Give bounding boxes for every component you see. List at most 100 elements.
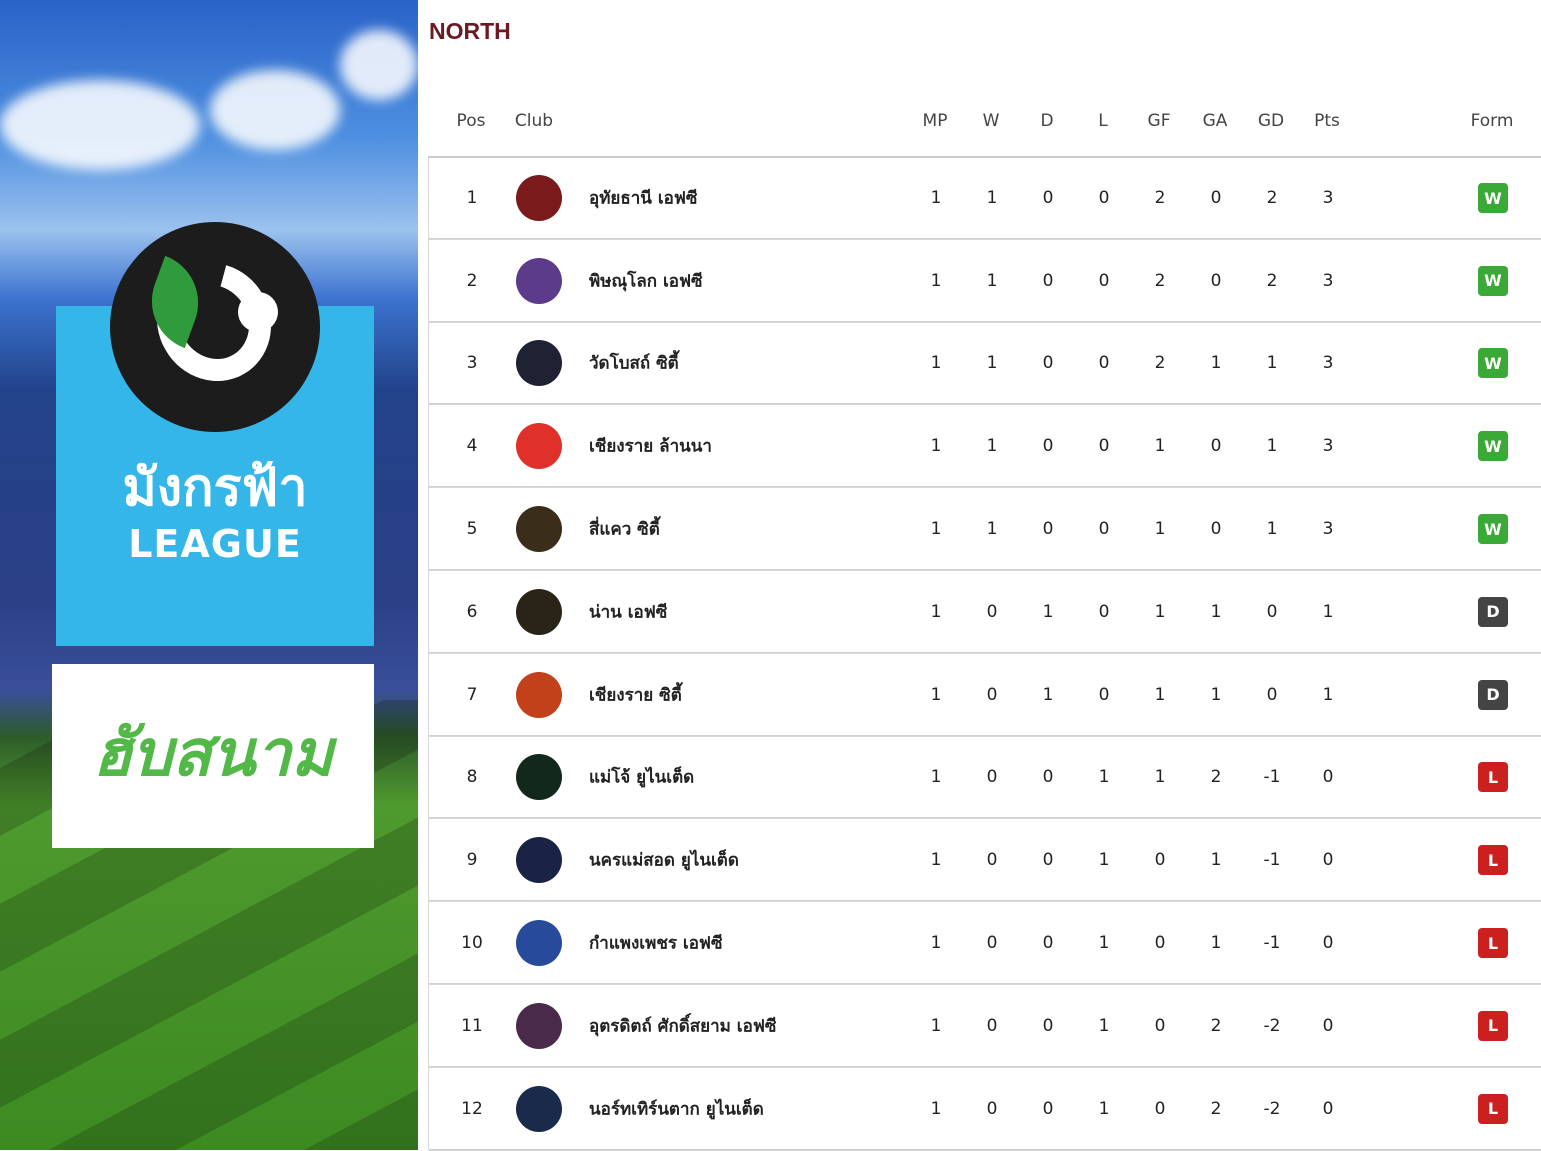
cell-d: 0 — [1042, 436, 1054, 457]
club-crest-icon — [516, 588, 562, 635]
table-row[interactable]: 8 1 0 0 1 1 2 -1 0 แม่โจ้ ยูไนเต็ด L — [428, 735, 1541, 820]
club-name[interactable]: นอร์ทเทิร์นตาก ยูไนเต็ด — [589, 1099, 764, 1120]
cell-mp: 1 — [930, 767, 942, 788]
cell-mp: 1 — [930, 1015, 942, 1036]
cell-pts: 1 — [1322, 601, 1334, 622]
club-name[interactable]: พิษณุโลก เอฟซี — [589, 271, 703, 292]
league-logo-text: มังกรฟ้า — [122, 458, 308, 518]
stadium-banner: มังกรฟ้า LEAGUE ฮับสนาม — [0, 0, 418, 1150]
cell-ga: 1 — [1210, 684, 1222, 705]
form-badge: L — [1478, 1010, 1508, 1041]
cell-pos: 3 — [466, 353, 478, 374]
cell-w: 0 — [986, 684, 998, 705]
header-club[interactable]: Club — [514, 111, 554, 131]
cell-gf: 2 — [1154, 188, 1166, 209]
cell-gf: 2 — [1154, 353, 1166, 374]
header-d[interactable]: D — [1040, 111, 1054, 131]
header-w[interactable]: W — [982, 111, 1000, 131]
cell-l: 1 — [1098, 767, 1110, 788]
cell-gd: 0 — [1266, 684, 1278, 705]
table-row[interactable]: 11 1 0 0 1 0 2 -2 0 อุตรดิตถ์ ศักดิ์สยาม เอฟซี L — [428, 983, 1541, 1068]
cell-ga: 1 — [1210, 850, 1222, 871]
form-badge: D — [1478, 679, 1508, 710]
cell-d: 1 — [1042, 684, 1054, 705]
cell-mp: 1 — [930, 436, 942, 457]
cell-mp: 1 — [930, 684, 942, 705]
cell-gf: 1 — [1154, 684, 1166, 705]
partner-logo-text: ฮับสนาม — [92, 717, 334, 791]
club-name[interactable]: เชียงราย ซิตี้ — [589, 685, 682, 706]
cell-pts: 0 — [1322, 1015, 1334, 1036]
club-name[interactable]: อุตรดิตถ์ ศักดิ์สยาม เอฟซี — [589, 1016, 777, 1037]
club-crest-icon — [516, 837, 562, 884]
header-l[interactable]: L — [1098, 111, 1108, 131]
cell-l: 0 — [1098, 270, 1110, 291]
table-row[interactable]: 9 1 0 0 1 0 1 -1 0 นครแม่สอด ยูไนเต็ด L — [428, 818, 1541, 902]
table-row[interactable]: 1 1 1 0 0 2 0 2 3 อุทัยธานี เอฟซี W — [428, 156, 1541, 240]
header-mp[interactable]: MP — [922, 111, 948, 131]
form-badge: L — [1478, 845, 1508, 876]
cell-pos: 12 — [461, 1098, 483, 1119]
cell-l: 0 — [1098, 519, 1110, 540]
cell-ga: 1 — [1210, 933, 1222, 954]
form-badge: W — [1478, 183, 1508, 214]
cell-l: 0 — [1098, 684, 1110, 705]
table-row[interactable]: 10 1 0 0 1 0 1 -1 0 กำแพงเพชร เอฟซี L — [428, 901, 1541, 985]
cell-w: 1 — [986, 436, 998, 457]
cell-mp: 1 — [930, 188, 942, 209]
club-name[interactable]: อุทัยธานี เอฟซี — [589, 188, 698, 209]
header-ga[interactable]: GA — [1202, 111, 1228, 131]
form-badge: L — [1478, 928, 1508, 959]
header-pos[interactable]: Pos — [456, 111, 486, 131]
table-row[interactable]: 4 1 1 0 0 1 0 1 3 เชียงราย ล้านนา W — [428, 404, 1541, 488]
cell-w: 1 — [986, 270, 998, 291]
cell-gd: 2 — [1266, 188, 1278, 209]
cell-mp: 1 — [930, 353, 942, 374]
header-pts[interactable]: Pts — [1314, 111, 1340, 131]
cell-w: 0 — [986, 1098, 998, 1119]
club-name[interactable]: กำแพงเพชร เอฟซี — [589, 933, 723, 954]
table-row[interactable]: 12 1 0 0 1 0 2 -2 0 นอร์ทเทิร์นตาก ยูไนเต็ด L — [428, 1066, 1541, 1151]
cell-mp: 1 — [930, 933, 942, 954]
cell-ga: 0 — [1210, 519, 1222, 540]
cell-gd: -2 — [1263, 1015, 1281, 1036]
club-name[interactable]: เชียงราย ล้านนา — [589, 436, 712, 457]
table-row[interactable]: 3 1 1 0 0 2 1 1 3 วัดโบสถ์ ซิตี้ W — [428, 321, 1541, 406]
table-header: Pos Club MP W D L GF GA GD Pts Form — [428, 86, 1541, 156]
table-row[interactable]: 7 1 0 1 0 1 1 0 1 เชียงราย ซิตี้ D — [428, 652, 1541, 737]
cell-gf: 1 — [1154, 601, 1166, 622]
table-row[interactable]: 6 1 0 1 0 1 1 0 1 น่าน เอฟซี D — [428, 569, 1541, 654]
cell-gd: 1 — [1266, 519, 1278, 540]
club-name[interactable]: นครแม่สอด ยูไนเต็ด — [589, 850, 739, 871]
cell-l: 1 — [1098, 850, 1110, 871]
cell-w: 0 — [986, 601, 998, 622]
cell-pts: 3 — [1322, 270, 1334, 291]
cell-l: 0 — [1098, 353, 1110, 374]
cell-gf: 1 — [1154, 519, 1166, 540]
cell-l: 0 — [1098, 436, 1110, 457]
cloud — [0, 80, 200, 170]
header-gf[interactable]: GF — [1147, 111, 1171, 131]
club-name[interactable]: วัดโบสถ์ ซิตี้ — [589, 353, 679, 374]
club-name[interactable]: สี่แคว ซิตี้ — [589, 519, 660, 540]
cell-gd: 2 — [1266, 270, 1278, 291]
cell-pos: 2 — [466, 270, 478, 291]
cell-w: 0 — [986, 933, 998, 954]
cell-w: 0 — [986, 1015, 998, 1036]
cell-mp: 1 — [930, 519, 942, 540]
partner-logo: ฮับสนาม — [52, 664, 374, 848]
club-name[interactable]: แม่โจ้ ยูไนเต็ด — [589, 767, 695, 788]
cell-w: 1 — [986, 188, 998, 209]
table-row[interactable]: 2 1 1 0 0 2 0 2 3 พิษณุโลก เอฟซี W — [428, 238, 1541, 323]
form-badge: W — [1478, 431, 1508, 462]
cell-ga: 0 — [1210, 270, 1222, 291]
club-name[interactable]: น่าน เอฟซี — [589, 602, 668, 623]
cell-gd: 1 — [1266, 436, 1278, 457]
form-badge: W — [1478, 514, 1508, 545]
cell-ga: 1 — [1210, 601, 1222, 622]
cell-gd: 1 — [1266, 353, 1278, 374]
cell-pos: 4 — [466, 436, 478, 457]
table-row[interactable]: 5 1 1 0 0 1 0 1 3 สี่แคว ซิตี้ W — [428, 487, 1541, 571]
header-gd[interactable]: GD — [1257, 111, 1285, 131]
cell-gd: 0 — [1266, 601, 1278, 622]
